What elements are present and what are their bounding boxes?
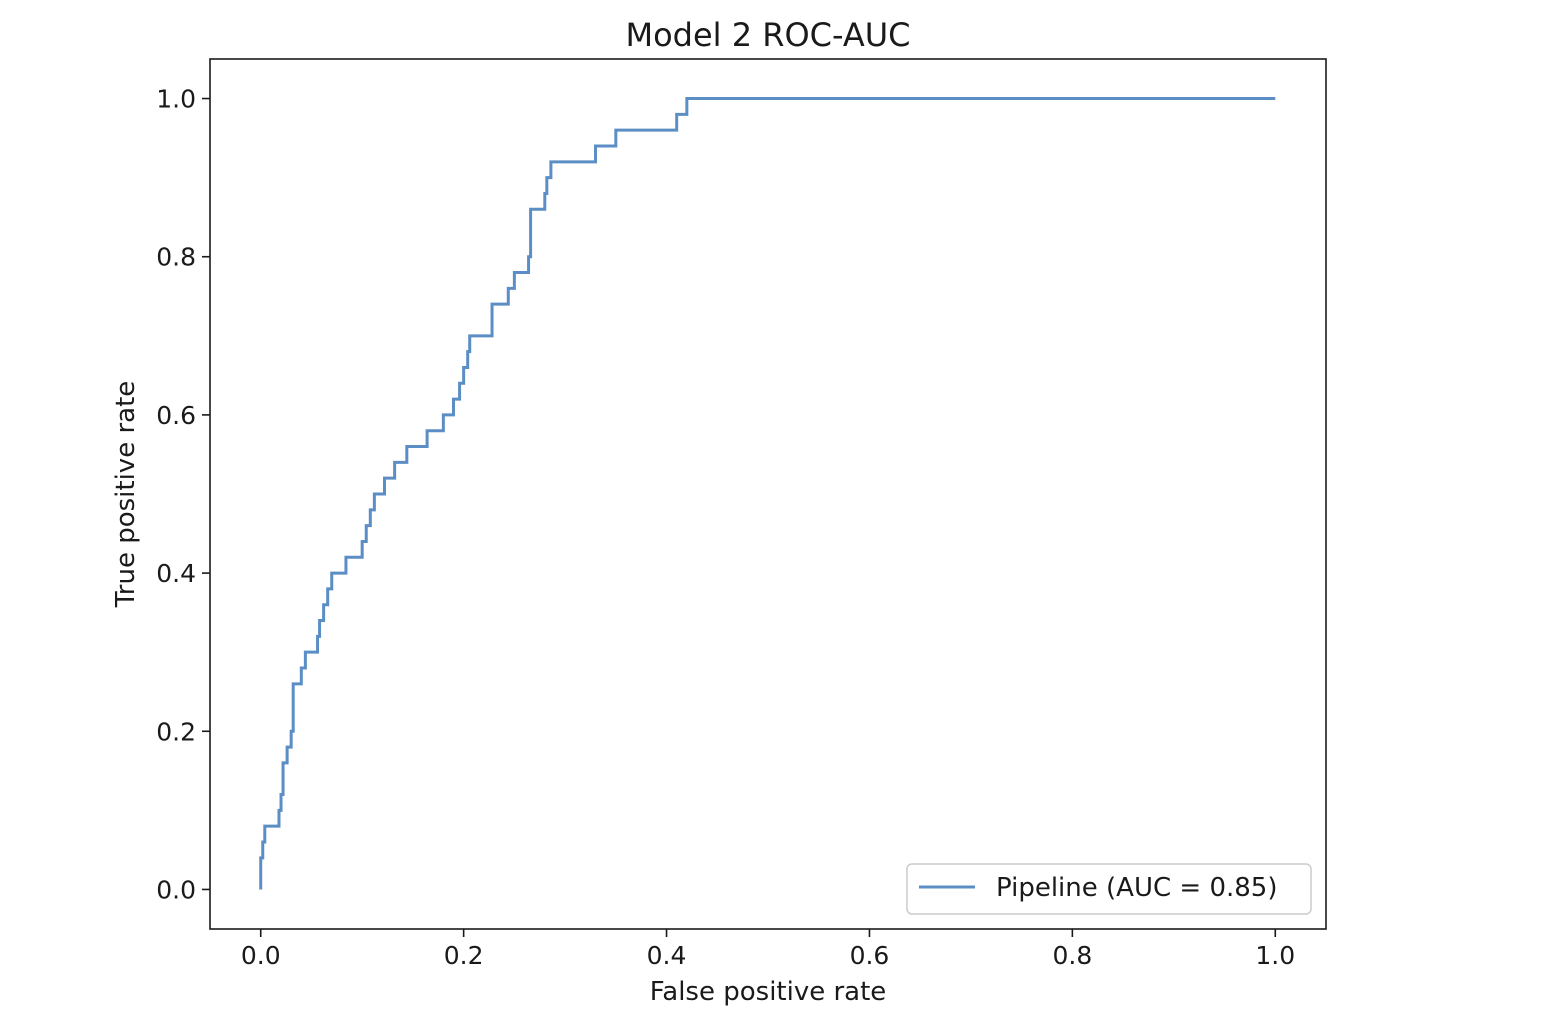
- x-tick-label: 0.6: [850, 941, 890, 970]
- x-tick-label: 0.8: [1052, 941, 1092, 970]
- plot-frame: [209, 58, 1327, 930]
- legend-label-pipeline: Pipeline (AUC = 0.85): [996, 873, 1277, 903]
- x-tick-label: 1.0: [1255, 941, 1295, 970]
- x-tick-label: 0.0: [241, 941, 281, 970]
- x-tick-label: 0.2: [444, 941, 484, 970]
- roc-curve-line: [259, 97, 1276, 890]
- y-tick-label: 0.2: [156, 717, 196, 746]
- chart-title: Model 2 ROC-AUC: [625, 16, 910, 54]
- x-axis-label: False positive rate: [650, 977, 887, 1007]
- y-tick-label: 0.4: [156, 559, 196, 588]
- x-tick-label: 0.4: [647, 941, 687, 970]
- legend-box: [906, 863, 1312, 915]
- y-tick-label: 0.8: [156, 243, 196, 272]
- plot-area: [259, 97, 1276, 890]
- y-axis-label: True positive rate: [111, 381, 141, 609]
- y-tick-label: 0.6: [156, 401, 196, 430]
- y-tick-label: 1.0: [156, 85, 196, 114]
- x-axis: 0.0 0.2 0.4 0.6 0.8 1.0: [241, 929, 1295, 970]
- y-axis: 0.0 0.2 0.4 0.6 0.8 1.0: [156, 85, 210, 904]
- legend: Pipeline (AUC = 0.85): [906, 863, 1312, 915]
- y-tick-label: 0.0: [156, 875, 196, 904]
